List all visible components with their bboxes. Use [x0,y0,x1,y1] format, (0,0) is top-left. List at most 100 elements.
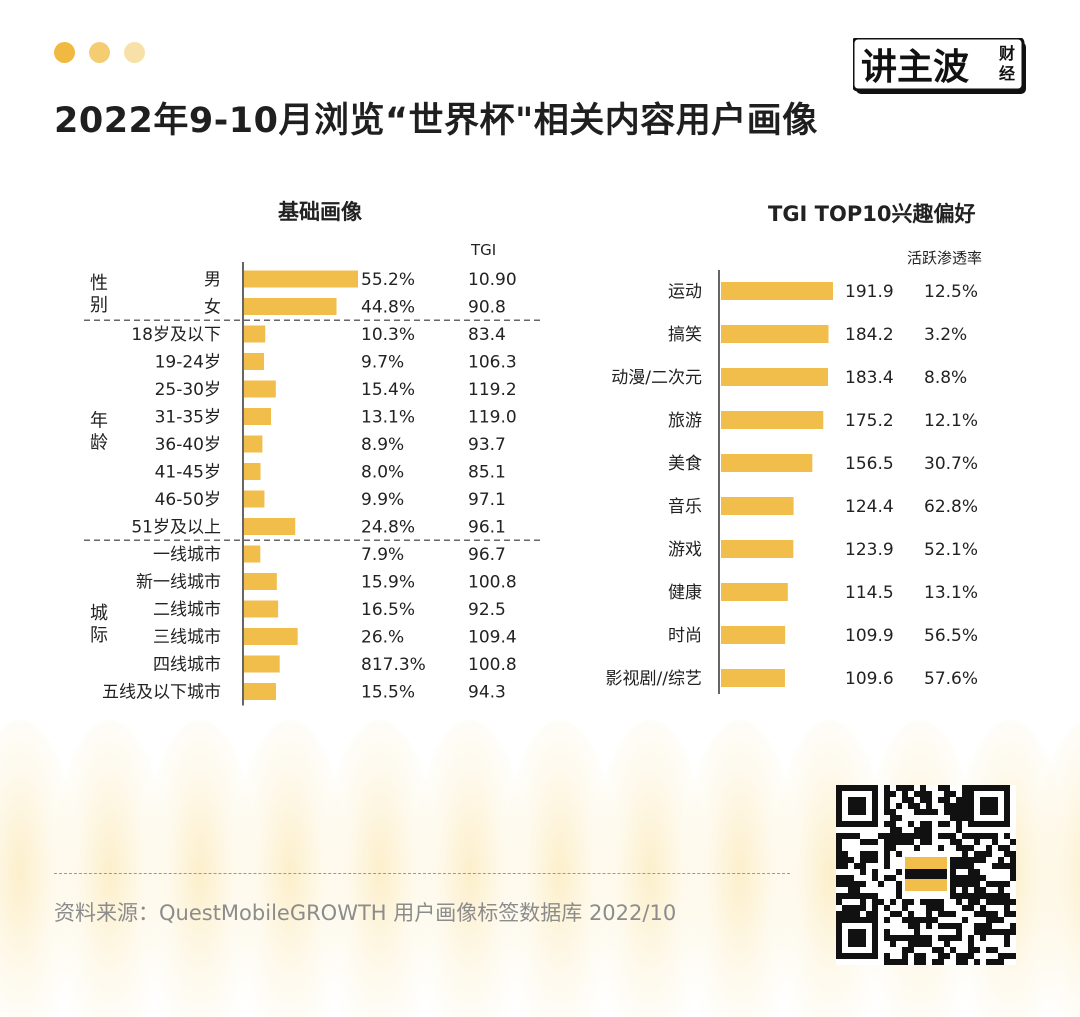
bar [244,683,277,700]
interest-bar [721,583,788,601]
group-label: 年 [90,410,108,431]
interest-label: 影视剧//综艺 [606,669,702,689]
interest-label: 运动 [668,282,702,302]
tgi-value: 119.0 [468,408,517,428]
value-label: 8.0% [361,463,404,483]
category-label: 一线城市 [153,545,221,565]
interest-label: 时尚 [668,626,702,646]
interest-tgi-label: 123.9 [845,540,894,560]
interest-tgi-label: 156.5 [845,454,894,474]
bar [244,518,296,535]
penetration-header: 活跃渗透率 [907,249,983,267]
category-label: 18岁及以下 [131,325,221,345]
interest-bar [721,454,813,472]
bar [244,380,276,398]
penetration-value: 8.8% [924,368,967,388]
interest-label: 美食 [668,454,702,474]
interest-tgi-label: 124.4 [845,497,894,517]
tgi-value: 100.8 [468,573,517,593]
value-label: 24.8% [361,518,415,538]
bar [244,573,277,590]
dot-1 [54,42,75,63]
penetration-value: 57.6% [924,669,978,689]
tgi-value: 96.1 [468,518,506,538]
interest-bar [721,411,824,429]
category-label: 51岁及以上 [131,518,221,538]
value-label: 15.5% [361,683,415,703]
category-label: 31-35岁 [155,408,221,428]
penetration-value: 56.5% [924,626,978,646]
interest-label: 旅游 [668,411,702,431]
tgi-value: 94.3 [468,683,506,703]
interest-tgi-label: 191.9 [845,282,894,302]
value-label: 13.1% [361,408,415,428]
interest-tgi-label: 175.2 [845,411,894,431]
tgi-value: 119.2 [468,380,517,400]
penetration-value: 30.7% [924,454,978,474]
penetration-value: 13.1% [924,583,978,603]
value-label: 44.8% [361,298,415,318]
bar [244,298,337,315]
value-label: 16.5% [361,600,415,620]
interest-tgi-label: 114.5 [845,583,894,603]
category-label: 男 [204,270,221,290]
penetration-value: 3.2% [924,325,967,345]
bar [244,353,265,370]
interest-bar [721,626,786,644]
footer-divider [54,873,790,874]
category-label: 46-50岁 [155,490,221,510]
interest-label: 健康 [668,583,702,603]
interest-label: 动漫/二次元 [611,368,702,388]
tgi-value: 97.1 [468,490,506,510]
category-label: 新一线城市 [136,573,221,593]
value-label: 26.% [361,628,404,648]
category-label: 四线城市 [153,655,221,675]
value-label: 55.2% [361,270,415,290]
interest-bar [721,325,829,343]
logo-text: 讲主波 [861,47,969,88]
dot-2 [89,42,110,63]
category-label: 女 [204,298,221,318]
penetration-value: 52.1% [924,540,978,560]
interest-tgi-label: 184.2 [845,325,894,345]
left-panel-title: 基础画像 [278,200,362,224]
value-label: 8.9% [361,435,404,455]
value-label: 15.4% [361,380,415,400]
source-note: 资料来源：QuestMobileGROWTH 用户画像标签数据库 2022/10 [54,901,677,925]
group-label: 际 [90,625,108,646]
brand-logo: 讲主波 财 经 [853,38,1026,94]
tgi-value: 109.4 [468,628,517,648]
penetration-value: 12.5% [924,282,978,302]
interest-bar [721,368,829,386]
value-label: 817.3% [361,655,426,675]
bar [244,490,265,508]
tgi-header: TGI [471,241,497,259]
background-glow [0,700,1080,1017]
interest-bar [721,282,833,300]
interest-bar [721,497,794,515]
interest-label: 搞笑 [668,325,702,345]
bar [244,325,266,343]
interest-bar [721,669,785,687]
interest-tgi-label: 109.6 [845,669,894,689]
tgi-value: 10.90 [468,270,517,290]
tgi-value: 106.3 [468,353,517,373]
interest-bar [721,540,794,558]
bar [244,463,261,480]
dot-3 [124,42,145,63]
tgi-value: 90.8 [468,298,506,318]
category-label: 19-24岁 [155,353,221,373]
value-label: 9.9% [361,490,404,510]
interest-tgi-label: 183.4 [845,368,894,388]
penetration-value: 62.8% [924,497,978,517]
logo-sub-text-2: 经 [999,64,1015,83]
bar [244,545,261,563]
group-label: 性 [90,273,108,294]
category-label: 25-30岁 [155,380,221,400]
group-label: 龄 [90,432,108,453]
bar [244,270,358,288]
tgi-value: 85.1 [468,463,506,483]
tgi-value: 93.7 [468,435,506,455]
value-label: 9.7% [361,353,404,373]
